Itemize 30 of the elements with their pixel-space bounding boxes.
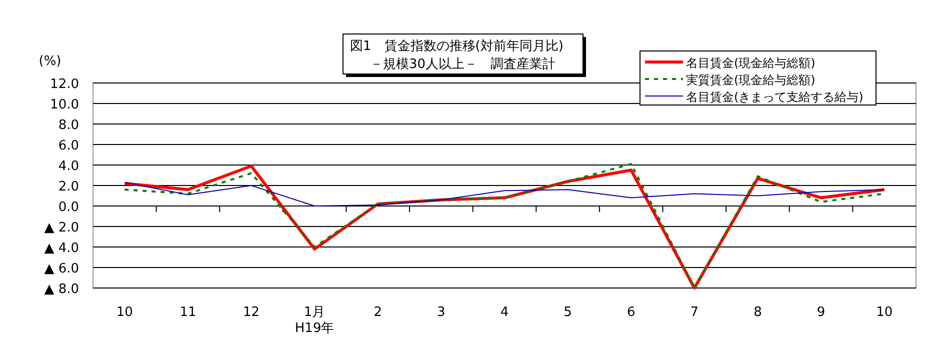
y-tick-label: 6.0	[58, 138, 79, 154]
y-tick-label: 12.0	[50, 77, 79, 92]
chart-title: 図1 賃金指数の推移(対前年同月比)	[350, 38, 564, 54]
x-tick-label: 9	[816, 305, 826, 320]
legend-label: 実質賃金(現金給与総額)	[686, 73, 816, 87]
x-tick-label: 5	[564, 305, 572, 320]
y-tick-label: 8.0	[58, 118, 79, 133]
y-tick-label: 2.0	[58, 180, 79, 194]
x-tick-label: 7	[690, 305, 699, 320]
x-tick-label: 3	[437, 305, 446, 320]
y-tick-label: ▲ 8.0	[44, 282, 79, 297]
x-tick-label: 6	[626, 305, 636, 320]
x-tick-label: 10	[116, 305, 133, 320]
legend-label: 名目賃金(現金給与総額)	[686, 56, 816, 70]
x-tick-label: 12	[242, 305, 260, 320]
y-tick-label: 10.0	[50, 98, 79, 112]
x-tick-label: 8	[754, 305, 762, 320]
y-tick-label: ▲ 2.0	[44, 220, 79, 236]
y-tick-label: ▲ 4.0	[44, 241, 79, 256]
x-tick-label: 2	[374, 305, 382, 320]
chart-subtitle: －規模30人以上－ 調査産業計	[370, 56, 556, 72]
x-tick-label: 10	[876, 305, 893, 320]
y-tick-label: 0.0	[58, 200, 79, 215]
x-tick-label: 11	[180, 305, 196, 320]
y-tick-label: 4.0	[58, 159, 79, 174]
y-tick-label: ▲ 6.0	[44, 262, 79, 276]
legend-label: 名目賃金(きまって支給する給与)	[686, 90, 864, 104]
y-axis-title: (%)	[38, 54, 62, 69]
x-tick-label: 4	[500, 305, 509, 320]
x-tick-label: 1月 H19年	[294, 305, 334, 336]
